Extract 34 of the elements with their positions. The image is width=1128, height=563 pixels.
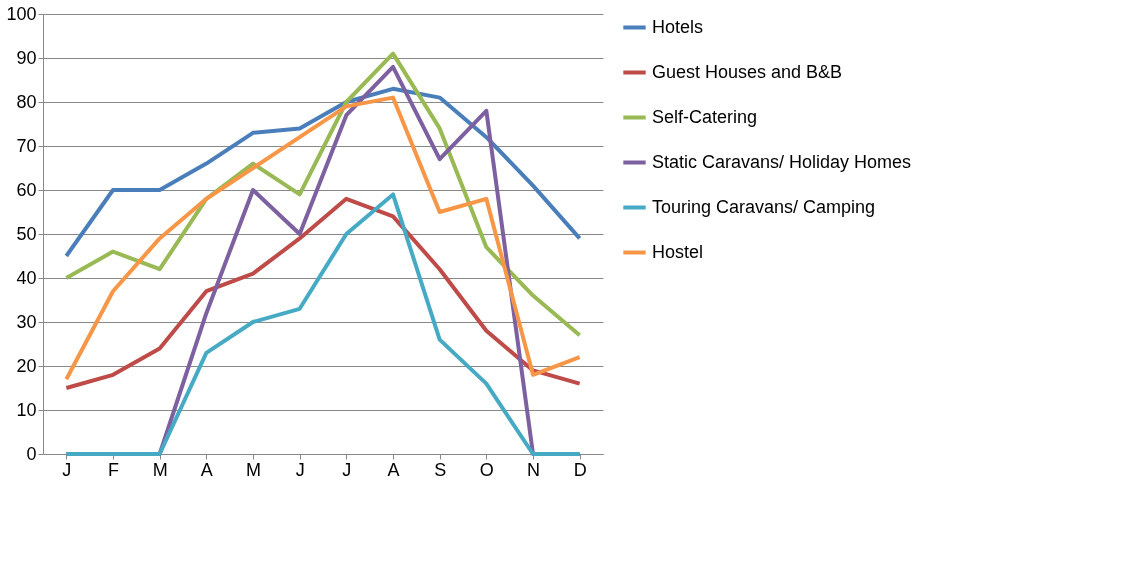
y-tick-label: 50 [16,223,37,244]
line-series [64,51,582,338]
line-series [64,196,582,390]
x-tick-label: A [200,459,213,480]
legend-label: Guest Houses and B&B [652,61,843,82]
y-tick-label: 80 [16,91,37,112]
legend-label: Static Caravans/ Holiday Homes [652,151,912,172]
x-tick-label: J [342,459,352,480]
line-series [64,95,582,382]
legend-label: Hostel [652,241,704,262]
y-tick-label: 40 [16,267,37,288]
x-tick-label: M [246,459,261,480]
line-series [64,192,582,456]
y-tick-label: 20 [16,355,37,376]
x-tick-label: A [387,459,400,480]
x-tick-label: N [527,459,540,480]
x-tick-label: J [295,459,305,480]
legend-label: Hotels [652,16,704,37]
y-tick-label: 100 [6,3,37,24]
y-tick-label: 10 [16,399,37,420]
x-tick-label: S [434,459,447,480]
x-tick-label: J [62,459,72,480]
x-tick-label: D [573,459,587,480]
y-tick-label: 60 [16,179,37,200]
x-tick-label: O [479,459,494,480]
legend-label: Touring Caravans/ Camping [652,196,876,217]
legend-label: Self-Catering [652,106,758,127]
line-series [64,86,582,258]
x-tick-label: F [108,459,119,480]
y-tick-label: 30 [16,311,37,332]
y-tick-label: 90 [16,47,37,68]
y-tick-label: 0 [26,443,37,464]
x-tick-label: M [152,459,168,480]
y-tick-label: 70 [16,135,37,156]
